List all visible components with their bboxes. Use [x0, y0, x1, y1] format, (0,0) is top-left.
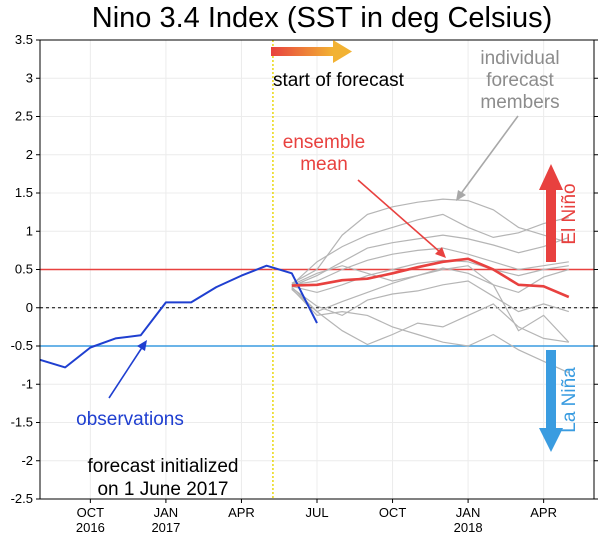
y-tick-label: -2.5 — [11, 491, 33, 506]
members-pointer — [456, 115, 519, 201]
members-label-2: forecast — [486, 70, 554, 91]
ensemble-mean-line — [291, 257, 570, 299]
forecast-arrow-head — [333, 40, 352, 63]
y-tick-label: -2 — [21, 453, 33, 468]
members-label-1: individual — [480, 48, 559, 69]
x-tick-label: APR — [530, 505, 557, 520]
member-line — [291, 234, 570, 287]
forecast-arrow-shaft — [271, 47, 333, 56]
ensemble-label-2: mean — [300, 154, 348, 175]
x-tick-label: JAN — [456, 505, 481, 520]
x-tick-label: JUL — [305, 505, 328, 520]
x-tick-year: 2016 — [76, 520, 105, 535]
data-series — [39, 257, 570, 369]
el-nino-arrow — [539, 164, 563, 262]
ensemble-pointer — [357, 179, 446, 258]
member-line — [291, 267, 569, 313]
y-tick-label: 1 — [26, 223, 33, 238]
start-of-forecast-label: start of forecast — [273, 70, 405, 91]
chart-title: Nino 3.4 Index (SST in deg Celsius) — [92, 2, 552, 34]
forecast-arrow — [271, 40, 352, 63]
x-tick-year: 2018 — [454, 520, 483, 535]
member-line — [291, 213, 569, 286]
x-tick-label: APR — [228, 505, 255, 520]
el-nino-label: El Niño — [559, 183, 580, 244]
x-tick-label: JAN — [154, 505, 179, 520]
initialized-label-2: on 1 June 2017 — [97, 479, 228, 500]
y-tick-label: 1.5 — [15, 185, 33, 200]
y-tick-label: -0.5 — [11, 338, 33, 353]
y-tick-label: 0 — [26, 300, 33, 315]
members-label-3: members — [480, 92, 559, 113]
y-tick-label: -1.5 — [11, 415, 33, 430]
y-tick-label: 3 — [26, 70, 33, 85]
member-line — [291, 280, 569, 317]
forecast-members — [291, 198, 570, 374]
initialized-label-1: forecast initialized — [87, 456, 238, 477]
x-tick-year: 2017 — [151, 520, 180, 535]
y-tick-label: 2 — [26, 147, 33, 162]
observations-label: observations — [76, 409, 184, 430]
x-tick-label: OCT — [77, 505, 105, 520]
member-line — [291, 198, 569, 284]
member-line — [291, 265, 570, 343]
observations-pointer — [108, 340, 147, 399]
member-line — [291, 259, 569, 294]
member-line — [291, 288, 569, 346]
y-tick-label: 0.5 — [15, 262, 33, 277]
member-line — [291, 288, 570, 374]
y-tick-label: -1 — [21, 376, 33, 391]
x-tick-label: OCT — [379, 505, 407, 520]
axes — [36, 39, 598, 503]
la-nina-label: La Niña — [559, 367, 580, 433]
member-line — [291, 247, 569, 286]
y-tick-label: 2.5 — [15, 109, 33, 124]
la-nina-arrow — [539, 350, 563, 452]
y-tick-label: 3.5 — [15, 32, 33, 47]
y-tick-labels: -2.5 -2 -1.5 -1 -0.5 0 0.5 1 1.5 2 2.5 3 3.5 — [11, 32, 33, 506]
ensemble-label-1: ensemble — [283, 132, 365, 153]
observations-line — [39, 264, 318, 369]
